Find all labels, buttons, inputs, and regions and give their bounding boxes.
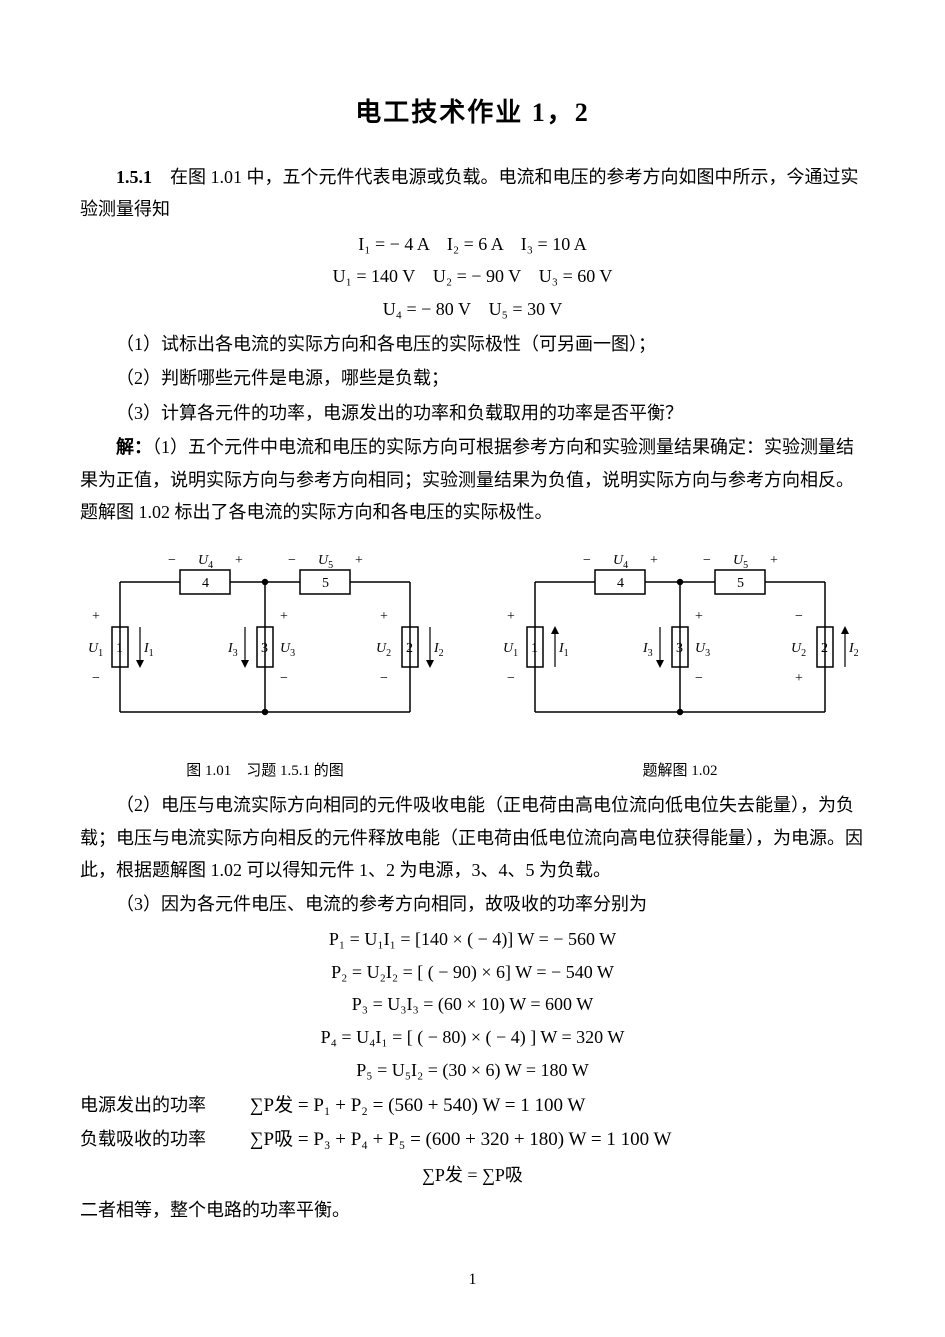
svg-text:−: − xyxy=(288,553,296,568)
svg-text:U5: U5 xyxy=(733,553,748,571)
figures-row: 4 5 − U4 + − U5 + 1 3 2 + U1 − xyxy=(80,542,865,785)
svg-text:5: 5 xyxy=(737,576,744,591)
given-voltages-2: U₄ = − 80 V U₅ = 30 V xyxy=(80,295,865,324)
given-currents: I₁ = − 4 A I₂ = 6 A I₃ = 10 A xyxy=(80,230,865,259)
figure-1-caption: 图 1.01 习题 1.5.1 的图 xyxy=(80,758,450,785)
svg-text:5: 5 xyxy=(322,576,329,591)
svg-text:+: + xyxy=(380,609,388,624)
svg-text:+: + xyxy=(695,609,703,624)
question-3: （3）计算各元件的功率，电源发出的功率和负载取用的功率是否平衡？ xyxy=(80,397,865,429)
svg-text:I1: I1 xyxy=(558,641,569,659)
load-power-label: 负载吸收的功率 xyxy=(80,1123,250,1155)
page-title: 电工技术作业 1，2 xyxy=(80,90,865,137)
svg-text:−: − xyxy=(795,609,803,624)
load-power-eq: ∑P吸 = P₃ + P₄ + P₅ = (600 + 320 + 180) W… xyxy=(250,1129,671,1150)
svg-text:2: 2 xyxy=(821,641,828,656)
given-voltages-1: U₁ = 140 V U₂ = − 90 V U₃ = 60 V xyxy=(80,262,865,291)
svg-text:+: + xyxy=(235,553,243,568)
svg-text:−: − xyxy=(92,671,100,686)
source-power-eq: ∑P发 = P₁ + P₂ = (560 + 540) W = 1 100 W xyxy=(250,1095,585,1116)
svg-text:3: 3 xyxy=(261,641,268,656)
svg-text:+: + xyxy=(355,553,363,568)
svg-text:U5: U5 xyxy=(318,553,333,571)
svg-text:1: 1 xyxy=(531,641,538,656)
svg-text:−: − xyxy=(168,553,176,568)
svg-text:I3: I3 xyxy=(227,641,238,659)
source-power-line: 电源发出的功率 ∑P发 = P₁ + P₂ = (560 + 540) W = … xyxy=(80,1089,865,1123)
svg-text:−: − xyxy=(583,553,591,568)
solution-1: 解：（1）五个元件中电流和电压的实际方向可根据参考方向和实验测量结果确定：实验测… xyxy=(80,431,865,528)
circuit-right-svg: 4 5 − U4 + − U5 + 1 3 2 + U1 − xyxy=(495,542,865,752)
source-power-label: 电源发出的功率 xyxy=(80,1089,250,1121)
solution-3-lead: （3）因为各元件电压、电流的参考方向相同，故吸收的功率分别为 xyxy=(80,888,865,920)
figure-1-02: 4 5 − U4 + − U5 + 1 3 2 + U1 − xyxy=(495,542,865,785)
power-eq-4: P₄ = U₄I₁ = [ ( − 80) × ( − 4) ] W = 320… xyxy=(80,1023,865,1052)
svg-text:+: + xyxy=(795,671,803,686)
power-eq-2: P₂ = U₂I₂ = [ ( − 90) × 6] W = − 540 W xyxy=(80,958,865,987)
svg-text:U2: U2 xyxy=(791,641,806,659)
power-eq-1: P₁ = U₁I₁ = [140 × ( − 4)] W = − 560 W xyxy=(80,925,865,954)
balance-eq: ∑P发 = ∑P吸 xyxy=(80,1161,865,1190)
load-power-line: 负载吸收的功率 ∑P吸 = P₃ + P₄ + P₅ = (600 + 320 … xyxy=(80,1123,865,1157)
svg-text:2: 2 xyxy=(406,641,413,656)
circuit-left-svg: 4 5 − U4 + − U5 + 1 3 2 + U1 − xyxy=(80,542,450,752)
svg-text:−: − xyxy=(703,553,711,568)
svg-text:1: 1 xyxy=(116,641,123,656)
problem-text: 在图 1.01 中，五个元件代表电源或负载。电流和电压的参考方向如图中所示，今通… xyxy=(80,167,859,219)
svg-text:U3: U3 xyxy=(695,641,710,659)
svg-text:U4: U4 xyxy=(613,553,628,571)
question-1: （1）试标出各电流的实际方向和各电压的实际极性（可另画一图）； xyxy=(80,328,865,360)
svg-text:4: 4 xyxy=(617,576,624,591)
conclusion: 二者相等，整个电路的功率平衡。 xyxy=(80,1194,865,1226)
solution-2: （2）电压与电流实际方向相同的元件吸收电能（正电荷由高电位流向低电位失去能量），… xyxy=(80,789,865,886)
svg-text:U1: U1 xyxy=(88,641,103,659)
svg-text:+: + xyxy=(507,609,515,624)
svg-text:+: + xyxy=(280,609,288,624)
power-eq-3: P₃ = U₃I₃ = (60 × 10) W = 600 W xyxy=(80,990,865,1019)
svg-text:I1: I1 xyxy=(143,641,154,659)
power-eq-5: P₅ = U₅I₂ = (30 × 6) W = 180 W xyxy=(80,1056,865,1085)
solution-1-text: （1）五个元件中电流和电压的实际方向可根据参考方向和实验测量结果确定：实验测量结… xyxy=(80,437,854,522)
svg-text:4: 4 xyxy=(202,576,209,591)
svg-text:U1: U1 xyxy=(503,641,518,659)
svg-text:I2: I2 xyxy=(433,641,444,659)
svg-text:−: − xyxy=(507,671,515,686)
svg-text:U4: U4 xyxy=(198,553,213,571)
svg-text:−: − xyxy=(380,671,388,686)
solution-label: 解： xyxy=(116,437,152,457)
question-2: （2）判断哪些元件是电源，哪些是负载； xyxy=(80,362,865,394)
figure-2-caption: 题解图 1.02 xyxy=(495,758,865,785)
svg-text:3: 3 xyxy=(676,641,683,656)
svg-text:+: + xyxy=(770,553,778,568)
figure-1-01: 4 5 − U4 + − U5 + 1 3 2 + U1 − xyxy=(80,542,450,785)
problem-num: 1.5.1 xyxy=(116,167,152,187)
svg-text:I3: I3 xyxy=(642,641,653,659)
svg-text:+: + xyxy=(650,553,658,568)
svg-text:U2: U2 xyxy=(376,641,391,659)
svg-text:I2: I2 xyxy=(848,641,859,659)
svg-text:−: − xyxy=(695,671,703,686)
svg-text:+: + xyxy=(92,609,100,624)
problem-statement: 1.5.1 在图 1.01 中，五个元件代表电源或负载。电流和电压的参考方向如图… xyxy=(80,161,865,226)
page-number: 1 xyxy=(80,1266,865,1295)
svg-text:U3: U3 xyxy=(280,641,295,659)
svg-text:−: − xyxy=(280,671,288,686)
